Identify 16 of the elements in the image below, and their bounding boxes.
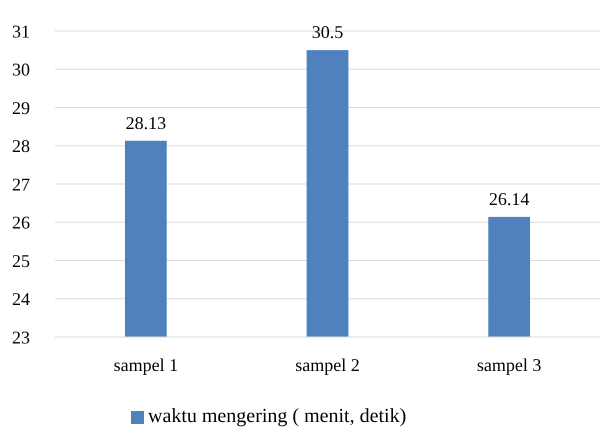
y-tick-label: 27: [12, 174, 30, 194]
y-tick-label: 28: [12, 136, 30, 156]
data-label: 28.13: [126, 112, 166, 133]
y-tick-label: 26: [12, 212, 30, 233]
y-tick-label: 23: [12, 327, 30, 348]
y-tick-label: 24: [12, 289, 30, 310]
y-tick-label: 31: [12, 21, 30, 42]
legend-label: waktu mengering ( menit, detik): [148, 405, 406, 427]
y-tick-label: 30: [12, 60, 30, 80]
x-tick-label: sampel 2: [295, 355, 360, 375]
data-label: 30.5: [312, 22, 344, 42]
x-tick-label: sampel 1: [114, 355, 178, 375]
data-label: 26.14: [488, 188, 530, 209]
x-tick-label: sampel 3: [476, 355, 542, 375]
y-tick-label: 25: [12, 250, 30, 271]
y-tick-label: 29: [12, 98, 30, 118]
